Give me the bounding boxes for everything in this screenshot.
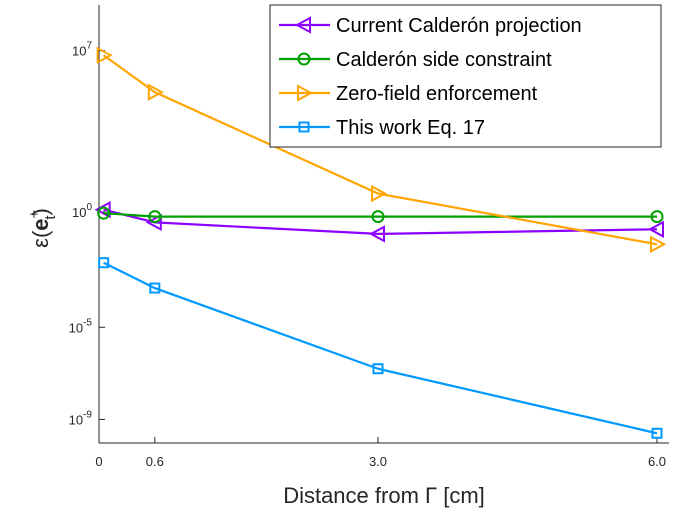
x-tick-label: 0 <box>95 454 102 469</box>
series-line <box>103 261 658 435</box>
svg-text:ε(e+t): ε(e+t) <box>26 208 59 248</box>
legend-item: Calderón side constraint <box>279 49 552 71</box>
legend-item: Zero-field enforcement <box>279 83 538 105</box>
data-point <box>372 363 384 375</box>
x-axis-ticks: 0 0.6 3.0 6.0 <box>95 437 666 469</box>
y-axis-title-subscript: t <box>42 215 59 220</box>
y-tick-label: 10-5 <box>69 317 93 335</box>
y-axis-title-suffix: ) <box>28 208 53 215</box>
data-point <box>647 220 664 238</box>
data-point <box>97 206 111 220</box>
data-point <box>96 46 113 64</box>
x-axis-title: Distance from Γ [cm] <box>283 483 485 508</box>
data-point <box>145 213 162 232</box>
data-point <box>147 83 164 101</box>
plot-area: 0 0.6 3.0 6.0 107 100 10-5 10-9 <box>69 5 669 469</box>
series-line <box>103 208 658 235</box>
series-2 <box>97 206 664 224</box>
legend-swatch-marker <box>294 16 311 34</box>
series-4 <box>98 257 663 439</box>
legend-box <box>269 4 662 148</box>
y-axis-title-symbol: e <box>28 218 53 230</box>
data-point <box>368 225 385 243</box>
data-point <box>650 210 664 224</box>
data-point <box>651 427 663 439</box>
x-tick-label: 0.6 <box>146 454 164 469</box>
y-axis-title: ε(e+t) <box>26 208 59 248</box>
y-axis-title-prefix: ε( <box>28 230 53 248</box>
series-group <box>94 46 667 439</box>
legend-label: Calderón side constraint <box>336 49 552 71</box>
x-tick-label: 3.0 <box>369 454 387 469</box>
legend-label: Current Calderón projection <box>336 15 582 37</box>
series-line <box>103 54 658 246</box>
legend-item: This work Eq. 17 <box>279 117 485 139</box>
y-tick-label: 107 <box>72 41 92 59</box>
y-axis-title-superscript: + <box>26 209 43 218</box>
legend-label: This work Eq. 17 <box>336 117 485 139</box>
data-point <box>148 210 162 224</box>
data-point <box>371 210 385 224</box>
legend-swatch-marker <box>298 121 310 133</box>
legend-label: Zero-field enforcement <box>336 83 538 105</box>
legend-item: Current Calderón projection <box>279 15 582 37</box>
data-point <box>94 201 111 219</box>
legend: Current Calderón projection Calderón side… <box>269 4 662 148</box>
series-line <box>103 212 657 218</box>
y-tick-label: 10-9 <box>69 409 93 427</box>
data-point <box>371 184 388 203</box>
y-tick-label: 100 <box>72 202 92 220</box>
data-point <box>98 257 110 269</box>
legend-swatch-marker <box>297 84 314 102</box>
data-point <box>650 235 667 253</box>
series-1 <box>94 201 664 243</box>
data-point <box>149 282 161 294</box>
x-tick-label: 6.0 <box>648 454 666 469</box>
legend-swatch-marker <box>297 52 311 66</box>
series-3 <box>96 46 667 253</box>
y-axis-ticks: 107 100 10-5 10-9 <box>69 41 105 427</box>
